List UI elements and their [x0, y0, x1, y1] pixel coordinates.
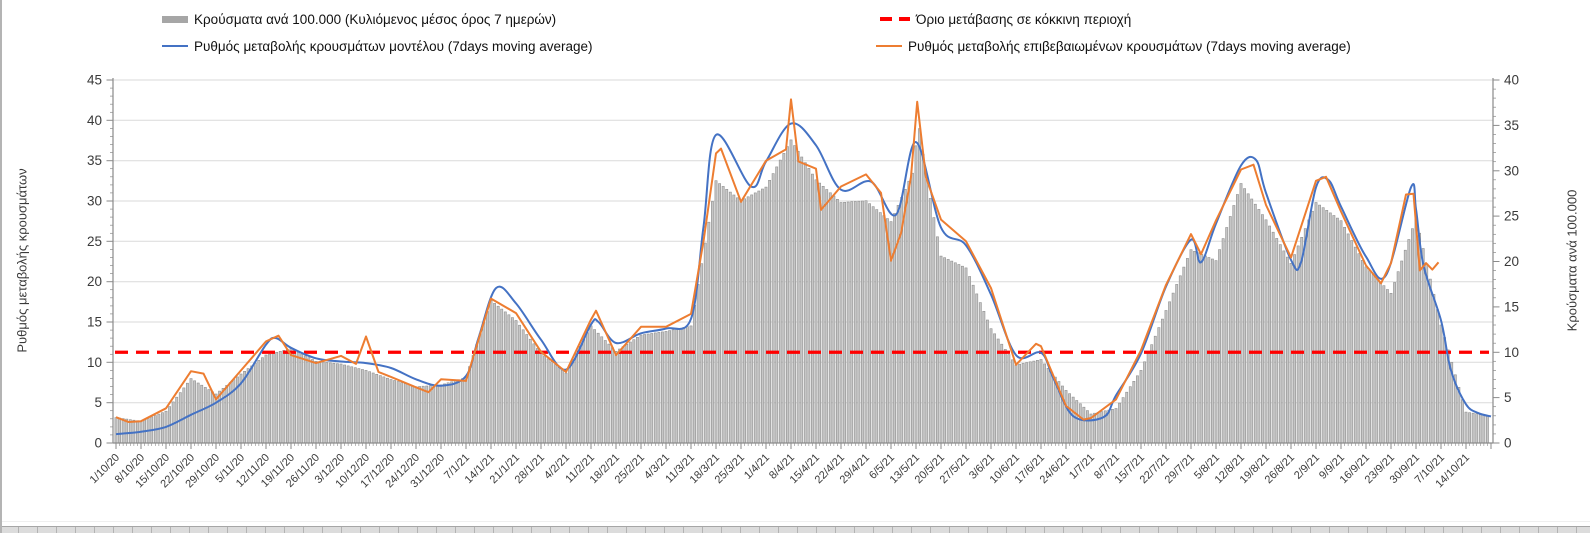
confirmed-line	[115, 98, 1440, 423]
svg-text:5: 5	[94, 395, 102, 410]
right-axis-title: Κρούσματα ανά 100.000	[1564, 189, 1580, 332]
divider	[0, 521, 1590, 522]
svg-text:30: 30	[87, 194, 102, 209]
line-swatch-icon	[162, 45, 188, 47]
legend-label-model: Ρυθμός μεταβολής κρουσμάτων μοντέλου (7d…	[194, 38, 593, 54]
legend-label-cases: Κρούσματα ανά 100.000 (Κυλιόμενος μέσος …	[194, 11, 557, 27]
svg-text:10: 10	[1504, 345, 1519, 360]
svg-text:35: 35	[1504, 118, 1519, 133]
svg-text:15: 15	[1504, 299, 1519, 314]
svg-text:1/4/21: 1/4/21	[742, 452, 772, 482]
svg-text:45: 45	[87, 73, 102, 88]
svg-text:1/7/21: 1/7/21	[1067, 452, 1097, 482]
svg-text:0: 0	[1504, 436, 1512, 451]
orange-line-swatch-icon	[876, 45, 902, 47]
spreadsheet-row-strip	[0, 526, 1590, 533]
dashed-line-swatch-icon	[880, 17, 910, 21]
svg-text:25: 25	[87, 234, 102, 249]
svg-text:25: 25	[1504, 209, 1519, 224]
svg-text:15: 15	[87, 315, 102, 330]
right-axis: 0 5 10 15 20 25 30 35 40	[1493, 73, 1519, 451]
legend-item-threshold: Όριο μετάβασης σε κόκκινη περιοχή	[880, 11, 1131, 27]
legend-item-model: Ρυθμός μεταβολής κρουσμάτων μοντέλου (7d…	[162, 38, 593, 54]
left-border	[0, 0, 2, 533]
legend-label-confirmed: Ρυθμός μεταβολής επιβεβαιωμένων κρουσμάτ…	[908, 38, 1351, 54]
svg-text:40: 40	[1504, 73, 1519, 88]
svg-text:2/9/21: 2/9/21	[1292, 452, 1322, 482]
left-axis: 0 5 10 15 20 25 30 35 40 45	[87, 73, 113, 451]
bars-series	[114, 128, 1489, 444]
svg-text:30: 30	[1504, 163, 1519, 178]
svg-text:20: 20	[1504, 254, 1519, 269]
svg-text:20: 20	[87, 274, 102, 289]
left-axis-title: Ρυθμός μεταβολής κρουσμάτων	[14, 168, 30, 353]
x-axis: 1/10/208/10/2015/10/2022/10/2029/10/205/…	[88, 443, 1492, 490]
legend-item-cases: Κρούσματα ανά 100.000 (Κυλιόμενος μέσος …	[162, 11, 556, 27]
svg-text:10: 10	[87, 355, 102, 370]
legend-item-confirmed: Ρυθμός μεταβολής επιβεβαιωμένων κρουσμάτ…	[876, 38, 1351, 54]
legend-label-threshold: Όριο μετάβασης σε κόκκινη περιοχή	[916, 11, 1132, 27]
svg-text:0: 0	[94, 436, 102, 451]
svg-text:5: 5	[1504, 390, 1512, 405]
svg-text:35: 35	[87, 153, 102, 168]
bar-swatch-icon	[162, 15, 188, 23]
svg-text:40: 40	[87, 113, 102, 128]
